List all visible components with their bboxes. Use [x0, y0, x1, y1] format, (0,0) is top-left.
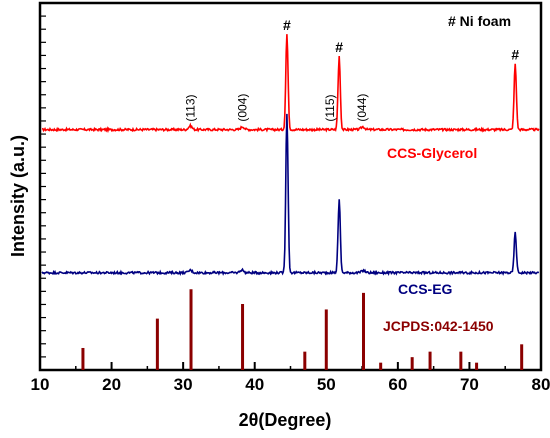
- x-tick-label: 10: [31, 375, 50, 394]
- x-tick-label: 40: [245, 375, 264, 394]
- x-tick-label: 60: [388, 375, 407, 394]
- hkl-label: (113): [183, 94, 197, 121]
- series-ccs-eg-line: [41, 113, 540, 277]
- ni-foam-marker: #: [511, 47, 519, 63]
- x-tick-label: 70: [460, 375, 479, 394]
- plot-frame: [38, 1, 543, 372]
- ni-foam-marker: #: [335, 39, 343, 55]
- series-ccs-glycerol-line: [42, 34, 540, 134]
- x-tick-label: 20: [102, 375, 121, 394]
- ni-foam-marker: #: [283, 17, 291, 33]
- series-label-jcpds: JCPDS:042-1450: [383, 318, 494, 334]
- y-axis-title: Intensity (a.u.): [8, 135, 28, 257]
- x-axis-title: 2θ(Degree): [239, 410, 332, 430]
- x-tick-label: 50: [317, 375, 336, 394]
- plot-area: 10 20 30 40 50 60 70 80 CCS-Glycerol CCS-EG JCPDS:…: [31, 1, 550, 394]
- x-tick-label: 80: [532, 375, 550, 394]
- hkl-label: (004): [236, 94, 250, 122]
- hkl-label: (115): [323, 94, 337, 121]
- hkl-label: (044): [355, 94, 369, 122]
- series-label-eg: CCS-EG: [398, 281, 453, 297]
- ni-foam-note: # Ni foam: [448, 13, 511, 29]
- series-label-glycerol: CCS-Glycerol: [387, 145, 477, 161]
- x-tick-label: 30: [174, 375, 193, 394]
